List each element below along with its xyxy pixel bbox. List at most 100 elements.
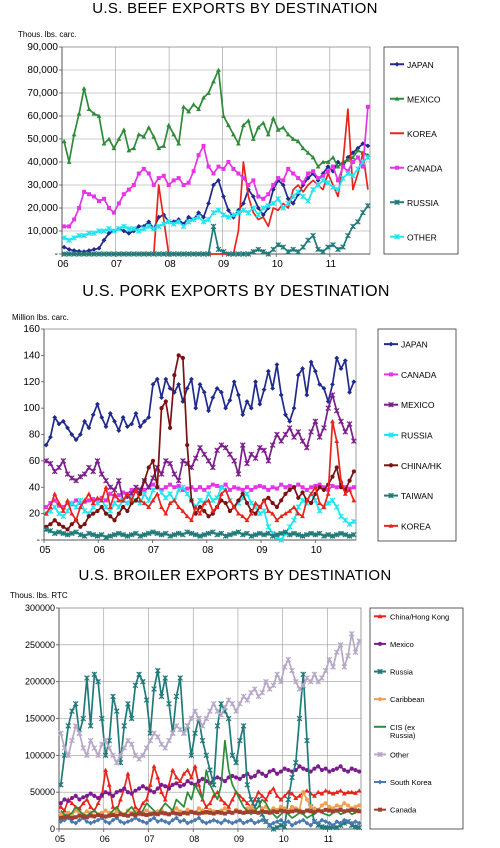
data-point: [44, 505, 49, 510]
data-point: [287, 508, 293, 513]
data-point: [250, 136, 256, 141]
x-tick-label: 10: [272, 259, 284, 270]
data-point: [48, 434, 53, 440]
data-point: [311, 169, 316, 174]
x-tick-label: 09: [256, 545, 268, 556]
data-point: [340, 244, 346, 250]
data-point: [84, 752, 90, 759]
data-point: [96, 228, 102, 234]
data-point: [252, 820, 258, 826]
data-point: [265, 458, 272, 464]
data-point: [275, 810, 280, 815]
data-point: [156, 214, 162, 220]
data-point: [142, 500, 147, 505]
data-point: [151, 183, 156, 187]
data-point: [319, 791, 325, 796]
data-point: [206, 498, 211, 503]
data-point: [201, 389, 207, 395]
data-point: [260, 248, 267, 255]
data-point: [285, 248, 292, 255]
y-tick-label: 150000: [25, 714, 55, 724]
data-point: [271, 767, 276, 773]
data-point: [237, 776, 242, 782]
data-point: [115, 477, 122, 484]
data-point: [200, 810, 205, 815]
data-point: [267, 789, 273, 795]
data-point: [222, 704, 228, 711]
data-point: [118, 812, 123, 817]
data-point: [248, 500, 255, 506]
data-point: [287, 418, 293, 424]
data-point: [274, 819, 280, 825]
data-point: [131, 145, 137, 151]
data-point: [201, 143, 206, 148]
data-point: [275, 178, 281, 183]
data-point: [270, 385, 276, 391]
y-tick-label: 20: [29, 509, 41, 520]
data-point: [68, 475, 75, 481]
data-point: [177, 675, 183, 681]
legend-marker: [388, 341, 394, 347]
data-point: [116, 511, 121, 516]
data-point: [65, 752, 72, 759]
data-point: [229, 700, 236, 707]
data-point: [214, 385, 220, 391]
data-point: [154, 734, 161, 740]
data-point: [197, 504, 203, 510]
data-point: [327, 804, 332, 810]
data-point: [349, 820, 355, 826]
data-point: [91, 497, 96, 502]
data-point: [310, 155, 316, 160]
data-point: [282, 820, 288, 826]
data-point: [158, 489, 165, 496]
data-point: [103, 767, 108, 772]
data-point: [82, 522, 87, 527]
data-point: [308, 809, 313, 814]
data-point: [244, 491, 250, 497]
data-point: [342, 767, 347, 773]
data-point: [124, 424, 130, 429]
data-point: [161, 143, 167, 148]
data-point: [155, 485, 160, 490]
data-point: [255, 796, 262, 803]
data-point: [77, 206, 82, 210]
data-point: [261, 387, 267, 393]
data-point: [285, 196, 291, 202]
data-point: [196, 815, 202, 821]
data-point: [167, 460, 173, 467]
data-point: [351, 518, 357, 525]
data-point: [141, 166, 146, 171]
legend-marker: [377, 668, 383, 675]
data-point: [192, 730, 198, 737]
data-point: [338, 478, 344, 483]
data-point: [351, 485, 356, 490]
data-point: [56, 510, 62, 517]
data-point: [156, 145, 162, 151]
data-point: [223, 487, 229, 492]
data-point: [103, 484, 109, 490]
data-point: [240, 412, 246, 418]
data-point: [334, 766, 339, 771]
data-point: [58, 804, 64, 809]
data-point: [144, 820, 149, 826]
data-point: [286, 523, 293, 530]
data-point: [235, 529, 242, 535]
data-point: [121, 723, 128, 729]
y-tick-label: 140: [23, 350, 40, 361]
data-point: [323, 801, 328, 806]
data-point: [353, 767, 358, 773]
data-point: [241, 810, 246, 815]
data-point: [248, 533, 255, 539]
data-point: [291, 485, 297, 490]
data-point: [90, 468, 96, 475]
data-point: [136, 671, 142, 678]
data-point: [350, 223, 356, 230]
data-point: [110, 817, 116, 823]
legend-label: Canada: [390, 806, 417, 815]
data-point: [278, 392, 284, 398]
data-point: [146, 465, 151, 470]
data-point: [106, 820, 112, 826]
data-point: [180, 487, 185, 492]
data-point: [155, 223, 162, 230]
data-point: [252, 455, 259, 462]
